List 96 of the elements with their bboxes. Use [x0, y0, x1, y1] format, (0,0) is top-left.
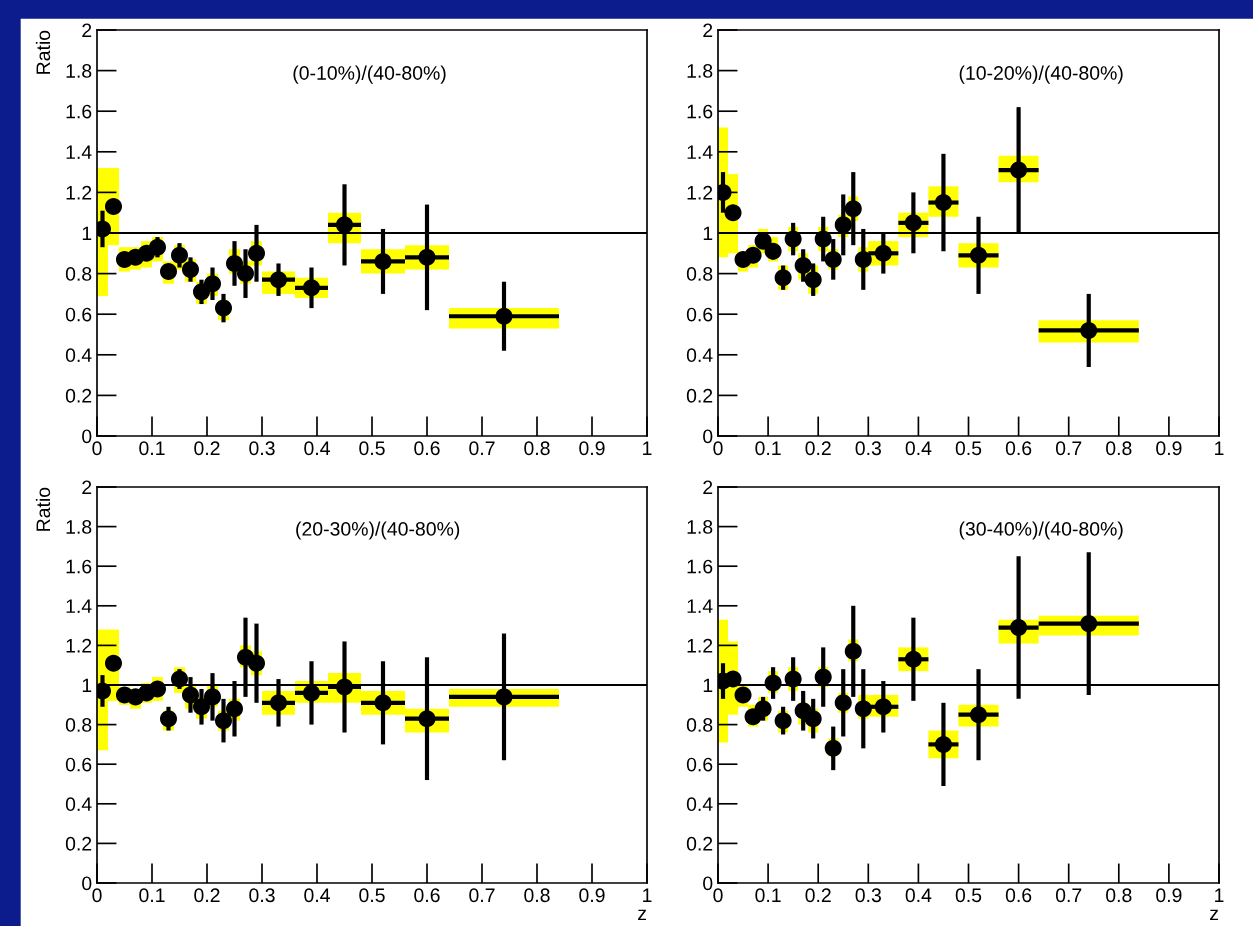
x-tick-label: 0.3	[249, 888, 275, 903]
y-tick-label: 1.2	[66, 638, 92, 653]
y-tick-label: 0.6	[686, 307, 713, 322]
x-tick-label: 0.7	[1055, 441, 1082, 456]
x-tick-label: 0.1	[755, 888, 781, 903]
y-tick-label: 1.4	[66, 145, 92, 159]
x-tick-label: 0.2	[805, 888, 831, 903]
x-tick-label: 0	[92, 441, 102, 456]
y-tick-label: 1.2	[687, 638, 713, 653]
x-tick-label: 0.5	[359, 888, 385, 903]
x-tick-label: 0.5	[955, 441, 982, 456]
y-tick-label: 1.6	[66, 104, 92, 119]
x-tick-label: 0	[92, 888, 102, 903]
y-axis-title: Ratio	[35, 487, 51, 531]
y-tick-label: 0.8	[65, 718, 92, 732]
x-tick-label: 0.7	[1055, 888, 1082, 903]
x-tick-label: 1	[643, 888, 652, 902]
y-tick-label: 1	[82, 226, 92, 241]
y-tick-label: 1.6	[687, 559, 713, 574]
y-tick-label: 0.6	[65, 307, 92, 322]
y-tick-label: 0.8	[686, 267, 713, 281]
x-tick-label: 0.6	[1005, 888, 1032, 903]
y-tick-label: 0.4	[65, 797, 92, 812]
x-tick-label: 0.1	[755, 441, 781, 456]
x-tick-label: 0.2	[805, 441, 831, 456]
x-tick-label: 0.4	[905, 888, 932, 903]
y-tick-label: 1.8	[66, 520, 92, 534]
x-axis-title: z	[638, 909, 647, 921]
x-tick-label: 0.7	[469, 888, 495, 903]
x-tick-label: 0.8	[1106, 888, 1132, 903]
x-tick-label: 0.7	[469, 441, 495, 456]
x-tick-label: 0	[713, 888, 723, 903]
y-tick-label: 0.2	[65, 388, 92, 403]
y-tick-label: 1	[82, 678, 92, 693]
y-tick-label: 1.8	[687, 64, 713, 78]
x-tick-label: 0.9	[1156, 888, 1182, 903]
y-tick-label: 0.6	[65, 757, 92, 772]
x-tick-label: 0.6	[414, 441, 440, 456]
x-axis-title: z	[1210, 909, 1219, 921]
x-tick-label: 0.2	[194, 441, 220, 456]
y-tick-label: 2	[703, 23, 713, 38]
annotation: (0-10%)/(40-80%)	[293, 65, 446, 84]
x-tick-label: 0.8	[524, 441, 550, 456]
y-tick-label: 1.4	[687, 599, 713, 613]
annotation: (10-20%)/(40-80%)	[959, 65, 1123, 84]
y-tick-label: 0	[703, 876, 713, 891]
y-tick-label: 2	[82, 23, 92, 38]
y-tick-label: 0.2	[65, 836, 92, 851]
y-tick-label: 0.2	[686, 388, 713, 403]
y-tick-label: 0.8	[686, 718, 713, 732]
annotation: (30-40%)/(40-80%)	[959, 521, 1123, 540]
x-tick-label: 0.8	[1106, 441, 1132, 456]
y-tick-label: 0.6	[686, 757, 713, 772]
y-tick-label: 2	[82, 480, 92, 495]
y-tick-label: 0	[703, 429, 713, 444]
x-tick-label: 0.5	[359, 441, 385, 456]
x-tick-label: 1	[1215, 441, 1224, 455]
x-tick-label: 0.4	[304, 888, 330, 903]
y-tick-label: 1.8	[687, 520, 713, 534]
x-tick-label: 0.9	[1156, 441, 1182, 456]
y-tick-label: 1.6	[66, 559, 92, 574]
x-tick-label: 0.6	[1005, 441, 1032, 456]
y-tick-label: 1.4	[66, 599, 92, 613]
x-tick-label: 0.9	[579, 441, 605, 456]
x-tick-label: 1	[1215, 888, 1224, 902]
y-tick-label: 0.4	[65, 348, 92, 363]
x-tick-label: 0.9	[579, 888, 605, 903]
x-tick-label: 0.8	[524, 888, 550, 903]
y-tick-label: 0.4	[686, 348, 713, 363]
y-tick-label: 2	[703, 480, 713, 495]
y-tick-label: 1	[703, 678, 713, 693]
y-tick-label: 0	[82, 429, 92, 444]
x-tick-label: 0.1	[139, 441, 165, 456]
y-tick-label: 0.2	[686, 836, 713, 851]
y-tick-label: 1	[703, 226, 713, 241]
y-tick-label: 0.8	[65, 267, 92, 281]
y-tick-label: 1.6	[687, 104, 713, 119]
y-axis-title: Ratio	[35, 30, 51, 74]
annotation: (20-30%)/(40-80%)	[296, 521, 460, 540]
x-tick-label: 0.6	[414, 888, 440, 903]
x-tick-label: 0.4	[304, 441, 330, 456]
x-tick-label: 0	[713, 441, 723, 456]
x-tick-label: 0.3	[855, 441, 881, 456]
y-tick-label: 1.2	[687, 185, 713, 200]
y-tick-label: 0.4	[686, 797, 713, 812]
y-tick-label: 1.2	[66, 185, 92, 200]
x-tick-label: 0.1	[139, 888, 165, 903]
x-tick-label: 0.3	[855, 888, 881, 903]
x-tick-label: 0.2	[194, 888, 220, 903]
y-tick-label: 1.8	[66, 64, 92, 78]
x-tick-label: 1	[643, 441, 652, 455]
y-tick-label: 0	[82, 876, 92, 891]
y-tick-label: 1.4	[687, 145, 713, 159]
x-tick-label: 0.4	[905, 441, 932, 456]
x-tick-label: 0.3	[249, 441, 275, 456]
x-tick-label: 0.5	[955, 888, 982, 903]
